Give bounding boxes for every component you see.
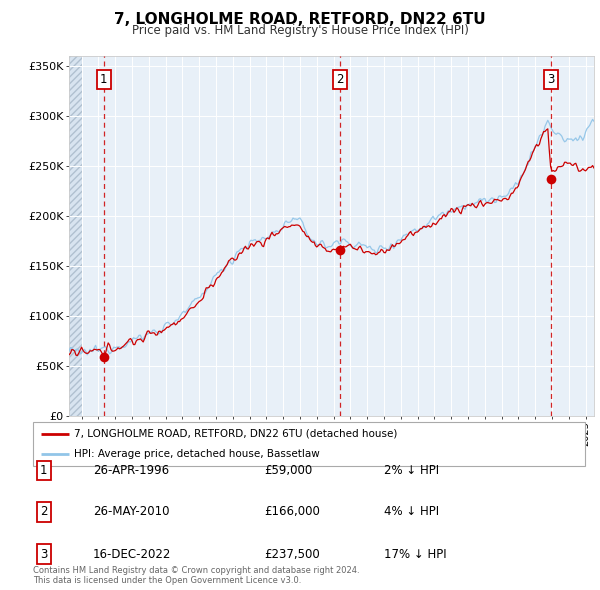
Text: £59,000: £59,000 [264,464,312,477]
Text: 26-MAY-2010: 26-MAY-2010 [93,505,170,519]
Text: 2: 2 [40,505,47,519]
Text: 26-APR-1996: 26-APR-1996 [93,464,169,477]
Text: 3: 3 [40,548,47,561]
Text: 2: 2 [337,73,344,86]
Text: 16-DEC-2022: 16-DEC-2022 [93,548,172,561]
Text: 3: 3 [548,73,555,86]
Text: 2% ↓ HPI: 2% ↓ HPI [384,464,439,477]
Text: 1: 1 [40,464,47,477]
Text: 4% ↓ HPI: 4% ↓ HPI [384,505,439,519]
Text: 7, LONGHOLME ROAD, RETFORD, DN22 6TU: 7, LONGHOLME ROAD, RETFORD, DN22 6TU [114,12,486,27]
Text: 1: 1 [100,73,107,86]
Text: Contains HM Land Registry data © Crown copyright and database right 2024.
This d: Contains HM Land Registry data © Crown c… [33,566,359,585]
Text: £166,000: £166,000 [264,505,320,519]
Text: 7, LONGHOLME ROAD, RETFORD, DN22 6TU (detached house): 7, LONGHOLME ROAD, RETFORD, DN22 6TU (de… [74,429,398,439]
FancyBboxPatch shape [33,422,585,466]
Text: HPI: Average price, detached house, Bassetlaw: HPI: Average price, detached house, Bass… [74,449,320,459]
Text: £237,500: £237,500 [264,548,320,561]
Text: Price paid vs. HM Land Registry's House Price Index (HPI): Price paid vs. HM Land Registry's House … [131,24,469,37]
Bar [69,56,82,416]
Text: 17% ↓ HPI: 17% ↓ HPI [384,548,446,561]
